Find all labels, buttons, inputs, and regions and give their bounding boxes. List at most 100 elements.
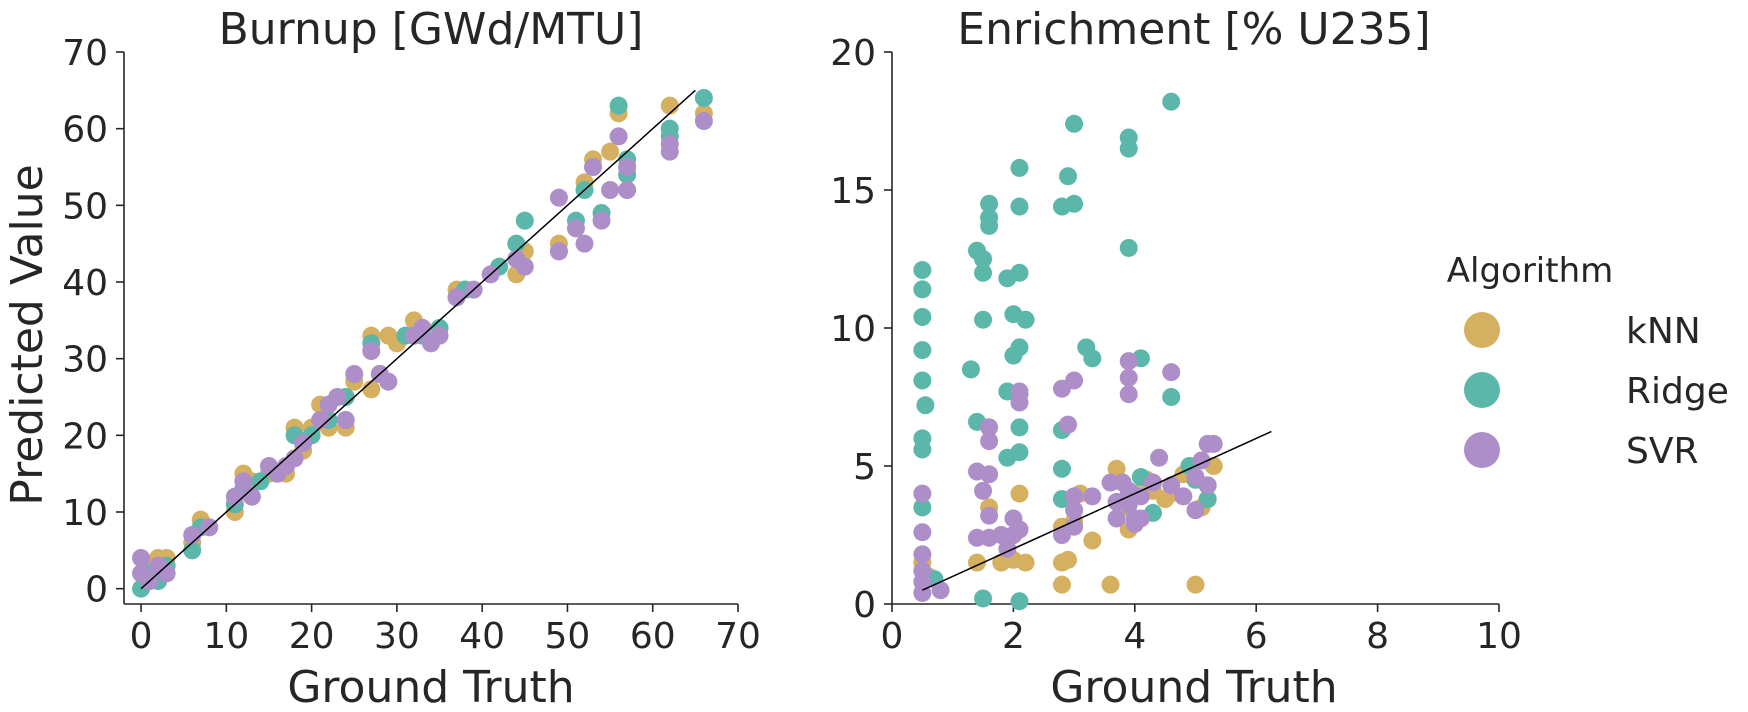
x-tick-label: 50 xyxy=(545,616,591,657)
data-point-knn xyxy=(1186,575,1205,594)
data-point-ridge xyxy=(974,310,993,329)
x-tick-label: 8 xyxy=(1366,616,1389,657)
data-point-svr xyxy=(592,211,611,230)
data-point-svr xyxy=(1131,487,1150,506)
data-point-ridge xyxy=(1065,194,1084,213)
data-point-svr xyxy=(980,418,999,437)
data-point-svr xyxy=(1174,487,1193,506)
data-point-svr xyxy=(183,526,202,544)
data-point-ridge xyxy=(694,89,713,107)
legend-label-ridge: Ridge xyxy=(1626,371,1729,412)
x-tick-label: 4 xyxy=(1123,616,1146,657)
data-point-svr xyxy=(379,372,398,391)
burnup-x-axis-label: Ground Truth xyxy=(287,662,574,712)
data-point-knn xyxy=(1059,550,1078,569)
legend: Algorithm kNN Ridge SVR xyxy=(1447,251,1729,472)
data-point-ridge xyxy=(913,440,932,459)
data-point-svr xyxy=(549,242,568,261)
y-tick-label: 0 xyxy=(853,585,876,626)
data-point-svr xyxy=(336,411,355,429)
data-point-knn xyxy=(601,142,620,161)
data-point-svr xyxy=(515,257,534,276)
data-point-svr xyxy=(1065,517,1084,536)
x-tick-label: 20 xyxy=(289,616,335,657)
data-point-svr xyxy=(225,487,244,506)
data-point-svr xyxy=(618,181,637,199)
data-point-svr xyxy=(1065,501,1084,520)
data-point-ridge xyxy=(980,194,999,213)
legend-title: Algorithm xyxy=(1447,251,1614,291)
data-point-svr xyxy=(1186,501,1205,520)
data-point-ridge xyxy=(1010,418,1029,437)
data-point-ridge xyxy=(1010,443,1029,462)
legend-marker-knn xyxy=(1464,312,1500,348)
data-point-svr xyxy=(549,188,568,207)
data-point-svr xyxy=(1119,385,1138,404)
identity-reference-line xyxy=(922,430,1272,591)
data-point-svr xyxy=(980,506,999,525)
data-point-svr xyxy=(157,564,176,583)
data-point-ridge xyxy=(1010,197,1029,216)
data-point-svr xyxy=(584,158,603,176)
data-point-ridge xyxy=(1198,490,1217,509)
data-point-ridge xyxy=(1119,139,1138,158)
burnup-y-axis-label: Predicted Value xyxy=(2,164,53,505)
data-point-svr xyxy=(413,319,432,337)
data-point-svr xyxy=(1065,487,1084,506)
data-point-ridge xyxy=(609,96,628,115)
data-point-ridge xyxy=(507,234,526,253)
x-tick-label: 6 xyxy=(1245,616,1268,657)
x-tick-label: 0 xyxy=(881,616,904,657)
data-point-ridge xyxy=(980,216,999,235)
data-point-svr xyxy=(974,481,993,500)
data-point-ridge xyxy=(515,211,534,230)
identity-reference-line xyxy=(140,89,696,590)
y-tick-label: 40 xyxy=(62,263,108,304)
data-point-svr xyxy=(1162,363,1181,382)
data-point-svr xyxy=(328,388,347,406)
data-point-ridge xyxy=(1010,592,1029,611)
y-tick-label: 15 xyxy=(830,171,876,212)
data-point-ridge xyxy=(913,261,932,280)
data-point-svr xyxy=(1083,487,1102,506)
data-point-ridge xyxy=(974,250,993,268)
data-point-svr xyxy=(1107,509,1126,528)
data-point-svr xyxy=(566,219,585,238)
burnup-panel: Burnup [GWd/MTU] Ground Truth Predicted … xyxy=(2,4,761,712)
data-point-ridge xyxy=(1010,158,1029,177)
data-point-svr xyxy=(345,365,364,383)
data-point-svr xyxy=(913,484,932,503)
data-point-svr xyxy=(1010,520,1029,539)
data-point-ridge xyxy=(913,371,932,390)
data-point-svr xyxy=(1119,368,1138,387)
data-point-svr xyxy=(234,472,253,491)
data-point-ridge xyxy=(1162,388,1181,406)
x-tick-label: 0 xyxy=(130,616,153,657)
data-point-ridge xyxy=(961,360,980,379)
series-svr xyxy=(913,352,1223,602)
data-point-svr xyxy=(618,158,637,176)
data-point-ridge xyxy=(913,341,932,360)
data-point-svr xyxy=(931,581,950,600)
data-point-ridge xyxy=(183,541,202,560)
data-point-svr xyxy=(913,523,932,542)
data-point-svr xyxy=(1204,434,1223,453)
y-tick-label: 10 xyxy=(62,493,108,534)
data-point-svr xyxy=(601,181,620,199)
data-point-ridge xyxy=(974,263,993,282)
data-point-ridge xyxy=(913,498,932,517)
data-point-knn xyxy=(1010,484,1029,503)
data-point-svr xyxy=(980,465,999,484)
data-point-svr xyxy=(1150,448,1169,467)
data-point-ridge xyxy=(1010,338,1029,357)
y-tick-label: 0 xyxy=(85,570,108,611)
data-point-ridge xyxy=(916,396,935,415)
data-point-knn xyxy=(1083,531,1102,550)
data-point-svr xyxy=(1010,393,1029,412)
data-point-ridge xyxy=(1052,459,1071,478)
y-tick-label: 70 xyxy=(62,33,108,74)
y-tick-label: 10 xyxy=(830,309,876,350)
data-point-knn xyxy=(1101,575,1120,594)
data-point-svr xyxy=(1198,476,1217,495)
y-tick-label: 60 xyxy=(62,110,108,151)
